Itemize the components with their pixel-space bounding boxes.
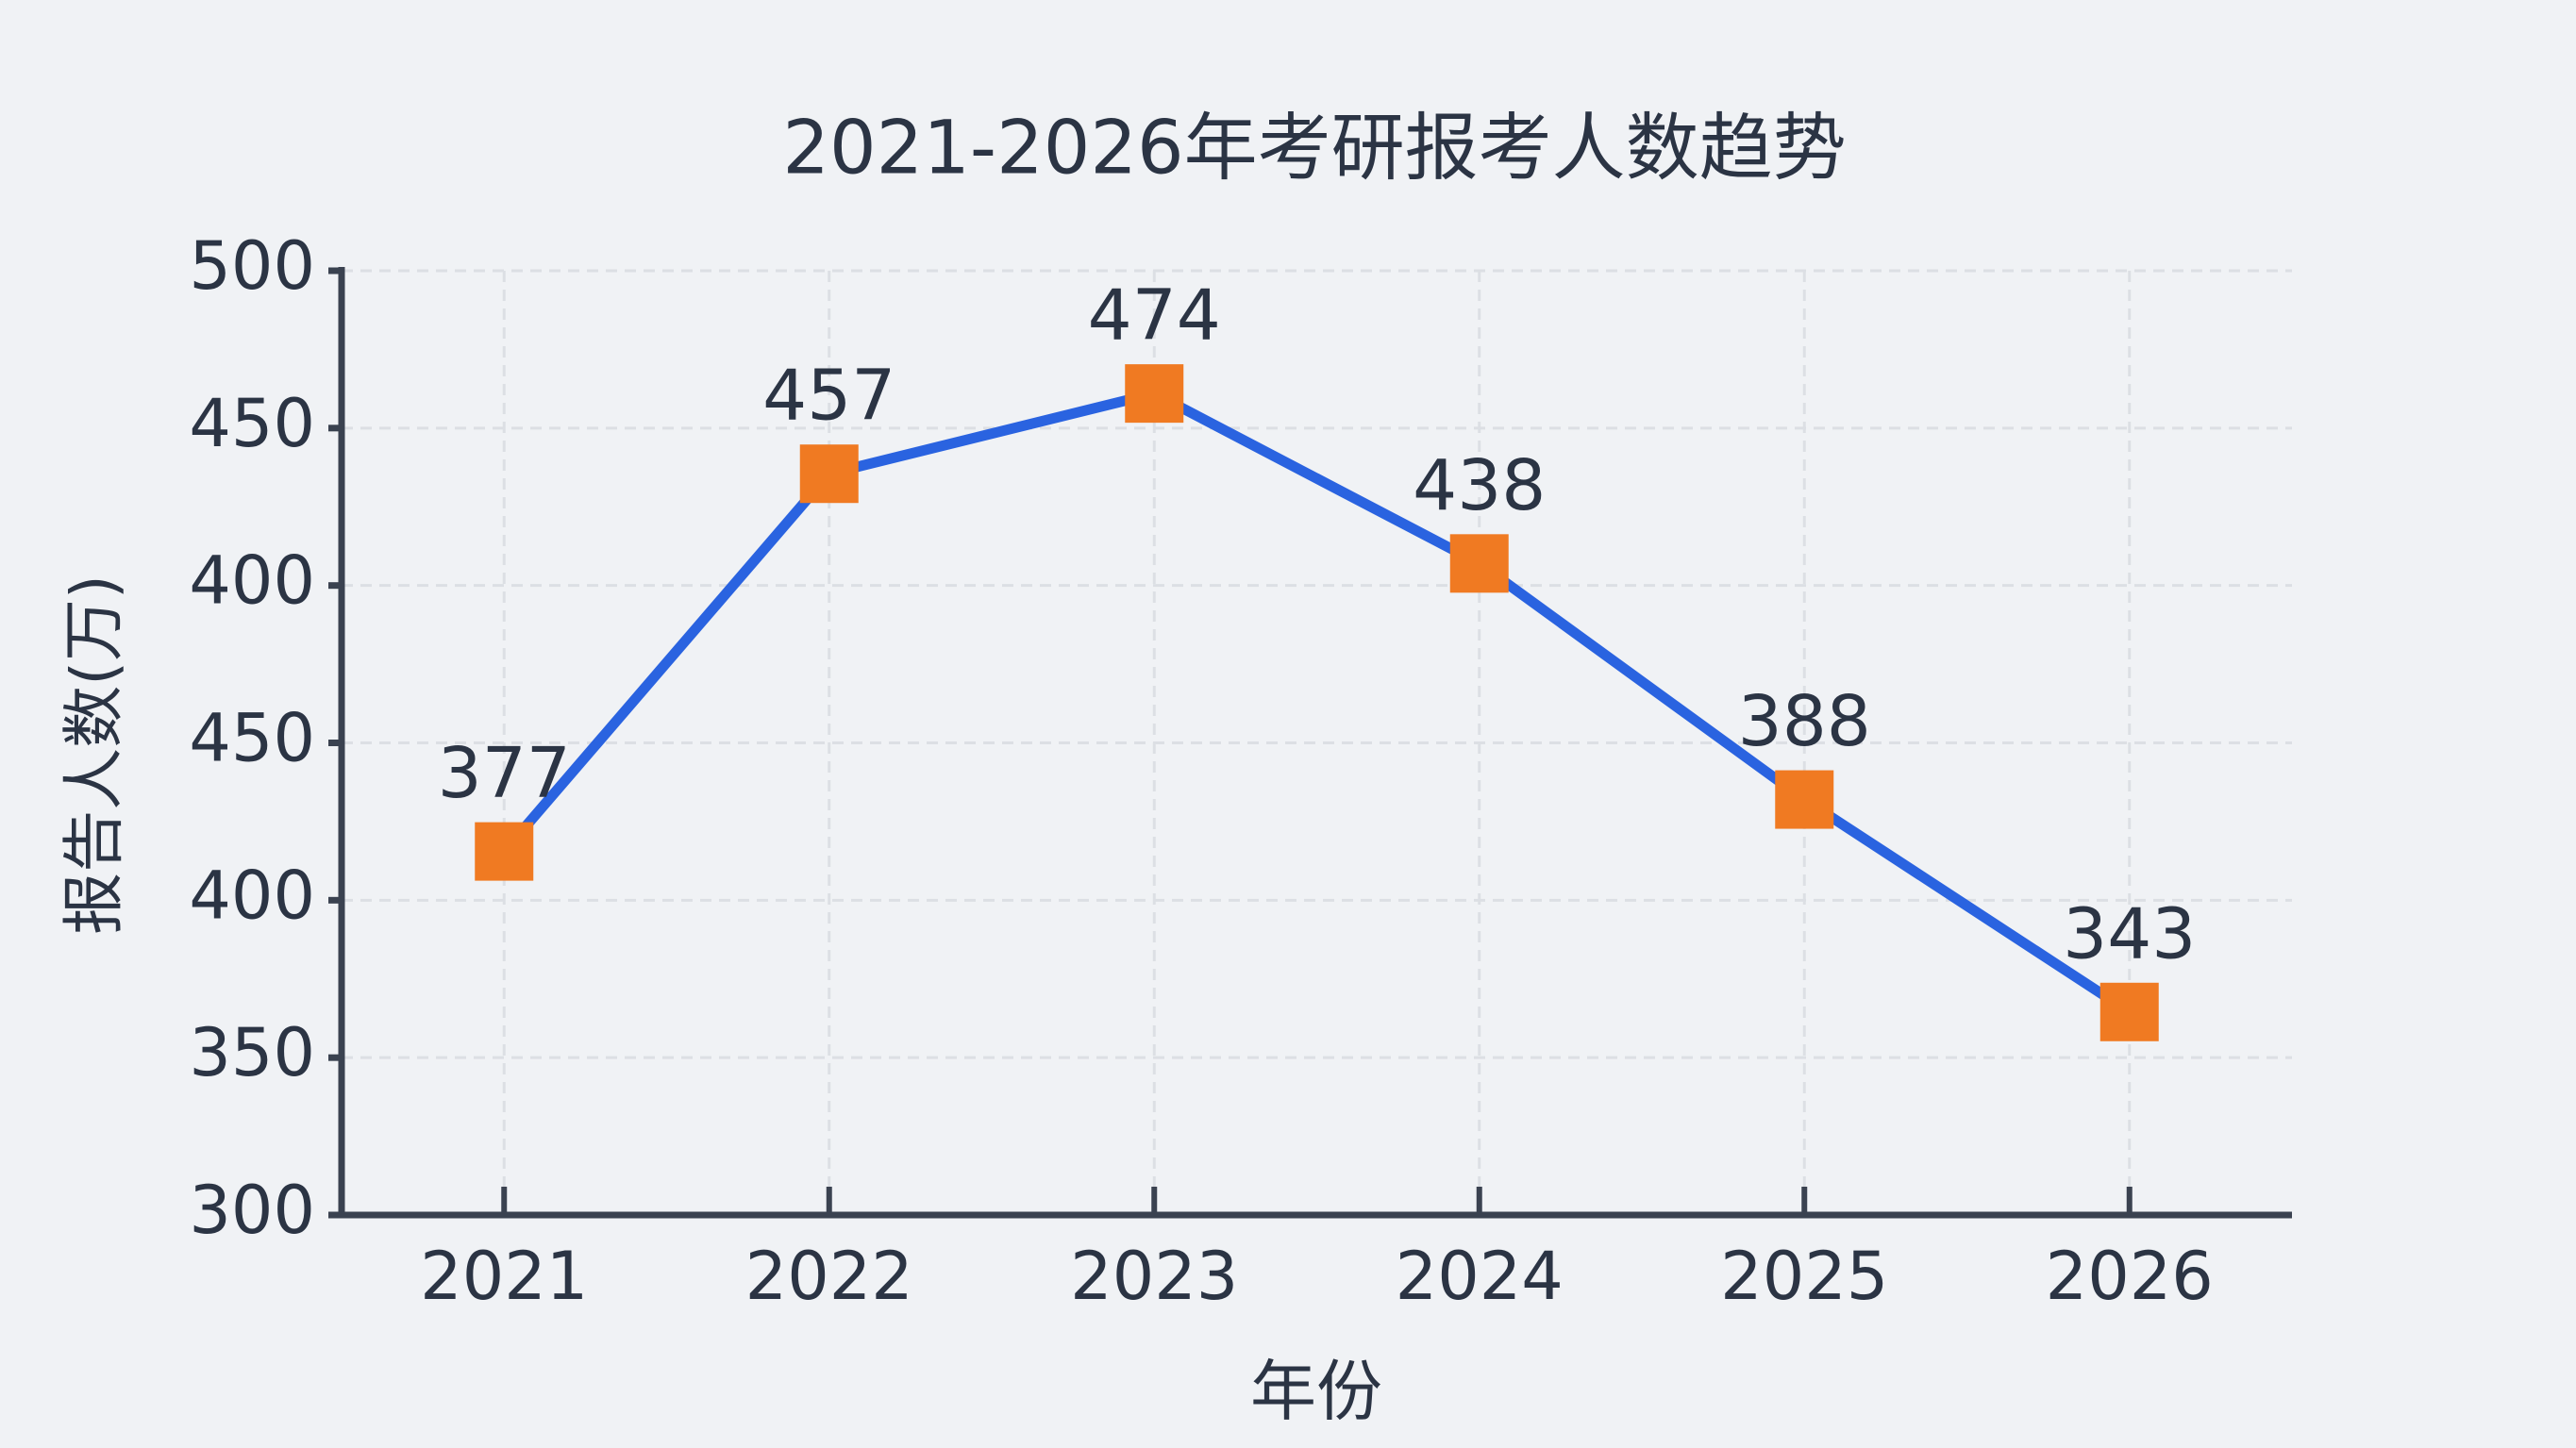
y-tick-label: 450 — [189, 700, 315, 777]
y-tick-label: 450 — [189, 385, 315, 462]
data-label: 457 — [762, 356, 895, 437]
line — [500, 388, 2133, 1017]
data-label: 438 — [1413, 445, 1546, 526]
x-tick-label: 2023 — [1070, 1238, 1238, 1315]
marker — [1125, 364, 1184, 424]
y-axis-title: 报告人数(万) — [58, 574, 130, 935]
y-tick-label: 400 — [189, 857, 315, 934]
marker — [2099, 982, 2159, 1041]
marker — [475, 822, 534, 881]
x-tick-label: 2024 — [1396, 1238, 1564, 1315]
marker — [1449, 534, 1509, 593]
marker — [799, 444, 859, 504]
data-label: 474 — [1088, 275, 1221, 357]
x-tick-label: 2026 — [2046, 1238, 2214, 1315]
y-tick-label: 350 — [189, 1014, 315, 1091]
y-tick-label: 400 — [189, 542, 315, 620]
y-tick-label: 500 — [189, 227, 315, 305]
chart-title: 2021-2026年考研报考人数趋势 — [782, 106, 1846, 191]
data-label: 377 — [438, 733, 571, 814]
x-tick-label: 2025 — [1720, 1238, 1888, 1315]
marker — [1775, 770, 1834, 829]
data-label: 343 — [2063, 893, 2196, 974]
x-tick-label: 2021 — [420, 1238, 588, 1315]
y-tick-label: 300 — [189, 1172, 315, 1249]
x-tick-label: 2022 — [745, 1238, 913, 1315]
data-label: 388 — [1738, 681, 1871, 762]
x-axis-title: 年份 — [1250, 1353, 1382, 1430]
